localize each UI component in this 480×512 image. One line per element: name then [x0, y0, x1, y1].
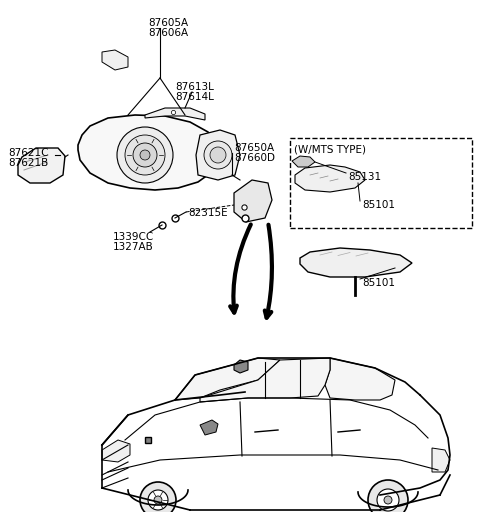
- Polygon shape: [300, 248, 412, 277]
- Circle shape: [154, 496, 162, 504]
- Circle shape: [125, 135, 165, 175]
- Text: 87614L: 87614L: [175, 92, 214, 102]
- Text: 87650A: 87650A: [234, 143, 274, 153]
- Polygon shape: [432, 448, 450, 472]
- Text: 85131: 85131: [348, 172, 381, 182]
- Polygon shape: [234, 180, 272, 222]
- Circle shape: [368, 480, 408, 512]
- Text: 87621C: 87621C: [8, 148, 48, 158]
- Polygon shape: [145, 108, 205, 120]
- Polygon shape: [102, 440, 130, 462]
- Text: 87613L: 87613L: [175, 82, 214, 92]
- Text: 1339CC: 1339CC: [113, 232, 154, 242]
- Text: 1327AB: 1327AB: [113, 242, 154, 252]
- Text: 82315E: 82315E: [188, 208, 228, 218]
- Circle shape: [140, 482, 176, 512]
- Polygon shape: [102, 50, 128, 70]
- Circle shape: [133, 143, 157, 167]
- Polygon shape: [18, 148, 65, 183]
- Text: 87660D: 87660D: [234, 153, 275, 163]
- Circle shape: [148, 490, 168, 510]
- Polygon shape: [175, 358, 280, 400]
- Polygon shape: [234, 360, 248, 373]
- Circle shape: [384, 496, 392, 504]
- Circle shape: [117, 127, 173, 183]
- Circle shape: [140, 150, 150, 160]
- Circle shape: [204, 141, 232, 169]
- Polygon shape: [295, 165, 365, 192]
- Polygon shape: [78, 115, 218, 190]
- Bar: [290, 138, 472, 228]
- Text: (W/MTS TYPE): (W/MTS TYPE): [294, 145, 366, 155]
- Polygon shape: [200, 358, 330, 402]
- Text: 85101: 85101: [362, 278, 395, 288]
- Polygon shape: [200, 420, 218, 435]
- Text: 87605A: 87605A: [148, 18, 188, 28]
- Text: 85101: 85101: [362, 200, 395, 210]
- Text: 87621B: 87621B: [8, 158, 48, 168]
- Circle shape: [377, 489, 399, 511]
- Polygon shape: [325, 358, 395, 400]
- Circle shape: [210, 147, 226, 163]
- Polygon shape: [292, 156, 315, 167]
- Text: 87606A: 87606A: [148, 28, 188, 38]
- Polygon shape: [196, 130, 240, 180]
- FancyArrowPatch shape: [265, 225, 272, 318]
- FancyArrowPatch shape: [230, 224, 251, 313]
